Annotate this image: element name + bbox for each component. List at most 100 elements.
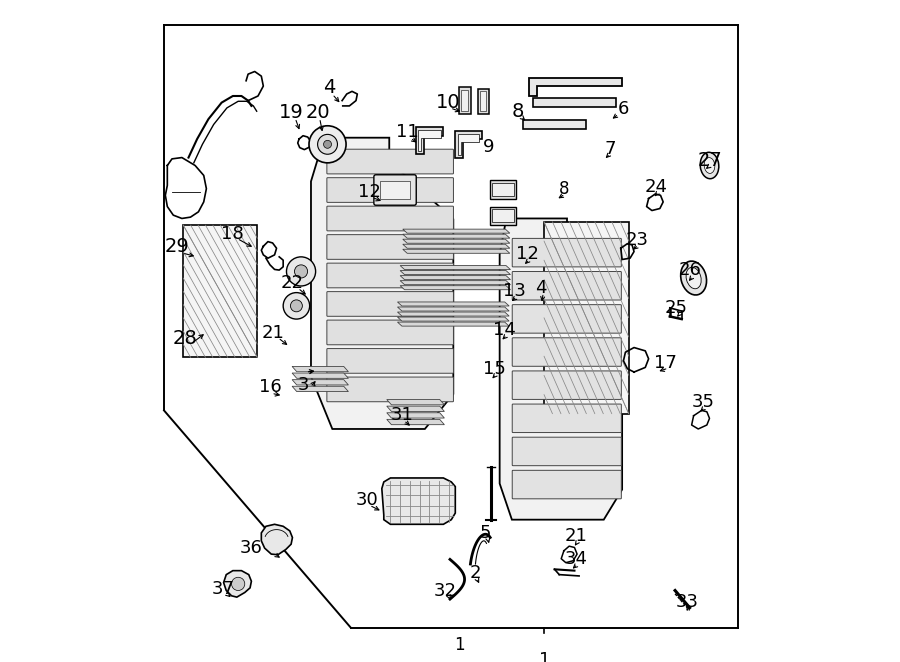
FancyBboxPatch shape <box>512 271 621 300</box>
Polygon shape <box>387 406 445 411</box>
Circle shape <box>284 293 310 319</box>
Polygon shape <box>418 130 441 151</box>
Text: 22: 22 <box>281 274 304 293</box>
Polygon shape <box>500 218 622 520</box>
Polygon shape <box>403 229 509 233</box>
FancyBboxPatch shape <box>327 234 454 260</box>
Text: 1: 1 <box>454 636 465 655</box>
Text: 12: 12 <box>358 183 381 201</box>
Circle shape <box>291 300 302 312</box>
FancyBboxPatch shape <box>327 292 454 316</box>
Polygon shape <box>398 302 509 306</box>
Polygon shape <box>416 127 444 154</box>
Text: 21: 21 <box>261 324 284 342</box>
FancyBboxPatch shape <box>327 177 454 203</box>
Polygon shape <box>400 265 510 269</box>
Polygon shape <box>400 286 510 290</box>
Bar <box>478 89 489 114</box>
Text: 23: 23 <box>626 230 648 249</box>
Polygon shape <box>387 420 445 425</box>
Polygon shape <box>490 180 517 199</box>
Polygon shape <box>387 399 445 404</box>
Text: 4: 4 <box>535 279 546 297</box>
Text: 8: 8 <box>511 102 524 120</box>
Polygon shape <box>398 317 509 321</box>
FancyBboxPatch shape <box>512 238 621 267</box>
FancyBboxPatch shape <box>512 404 621 432</box>
FancyBboxPatch shape <box>327 149 454 174</box>
Circle shape <box>294 265 308 278</box>
Text: 31: 31 <box>391 406 413 424</box>
Polygon shape <box>400 275 510 279</box>
FancyBboxPatch shape <box>512 470 621 498</box>
Text: 32: 32 <box>434 581 457 600</box>
FancyBboxPatch shape <box>327 349 454 373</box>
Text: 1: 1 <box>538 651 550 662</box>
Polygon shape <box>398 312 509 316</box>
Text: 14: 14 <box>493 320 516 339</box>
Text: 18: 18 <box>221 224 244 243</box>
Polygon shape <box>455 131 482 158</box>
Polygon shape <box>223 571 251 597</box>
Polygon shape <box>403 234 509 238</box>
Text: 24: 24 <box>645 177 668 196</box>
Text: 29: 29 <box>165 238 190 256</box>
Polygon shape <box>458 134 479 155</box>
Circle shape <box>231 577 245 591</box>
Text: 6: 6 <box>617 100 629 118</box>
FancyBboxPatch shape <box>374 175 416 205</box>
Circle shape <box>324 140 331 148</box>
Text: 13: 13 <box>503 282 526 301</box>
Text: 11: 11 <box>396 123 418 142</box>
Text: 15: 15 <box>483 359 506 378</box>
FancyBboxPatch shape <box>327 206 454 231</box>
Text: 35: 35 <box>691 393 715 411</box>
Text: 17: 17 <box>653 354 677 372</box>
Text: 7: 7 <box>605 140 616 158</box>
Polygon shape <box>261 524 292 555</box>
Ellipse shape <box>686 267 701 289</box>
Text: 10: 10 <box>436 93 460 112</box>
Polygon shape <box>398 322 509 326</box>
Text: 36: 36 <box>240 539 263 557</box>
Polygon shape <box>529 78 622 96</box>
Polygon shape <box>400 271 510 275</box>
Bar <box>533 98 616 107</box>
Text: 5: 5 <box>480 524 491 542</box>
Bar <box>380 181 410 199</box>
Text: 27: 27 <box>698 151 723 169</box>
Bar <box>523 120 586 129</box>
FancyBboxPatch shape <box>512 437 621 465</box>
Text: 34: 34 <box>564 550 588 569</box>
Bar <box>462 90 468 111</box>
Polygon shape <box>387 413 445 418</box>
Text: 20: 20 <box>305 103 330 122</box>
Polygon shape <box>292 367 348 372</box>
Text: 8: 8 <box>559 179 569 198</box>
Text: 12: 12 <box>516 244 539 263</box>
Text: 37: 37 <box>212 580 235 598</box>
Bar <box>184 225 257 357</box>
FancyBboxPatch shape <box>327 320 454 345</box>
Text: 4: 4 <box>323 78 336 97</box>
FancyBboxPatch shape <box>512 371 621 399</box>
Text: 19: 19 <box>279 103 303 122</box>
Polygon shape <box>292 379 348 385</box>
FancyBboxPatch shape <box>327 377 454 402</box>
Polygon shape <box>490 207 517 225</box>
Text: 33: 33 <box>676 593 698 612</box>
Bar <box>459 87 471 114</box>
Ellipse shape <box>700 152 719 179</box>
FancyBboxPatch shape <box>512 305 621 333</box>
Text: 16: 16 <box>258 378 282 397</box>
FancyBboxPatch shape <box>512 338 621 366</box>
Text: 28: 28 <box>173 330 198 348</box>
Text: 9: 9 <box>482 138 494 156</box>
Polygon shape <box>311 138 454 429</box>
Polygon shape <box>292 373 348 379</box>
Circle shape <box>286 257 316 286</box>
Bar <box>492 183 514 196</box>
Text: 3: 3 <box>297 376 309 395</box>
FancyBboxPatch shape <box>327 263 454 288</box>
Text: 25: 25 <box>665 299 688 317</box>
